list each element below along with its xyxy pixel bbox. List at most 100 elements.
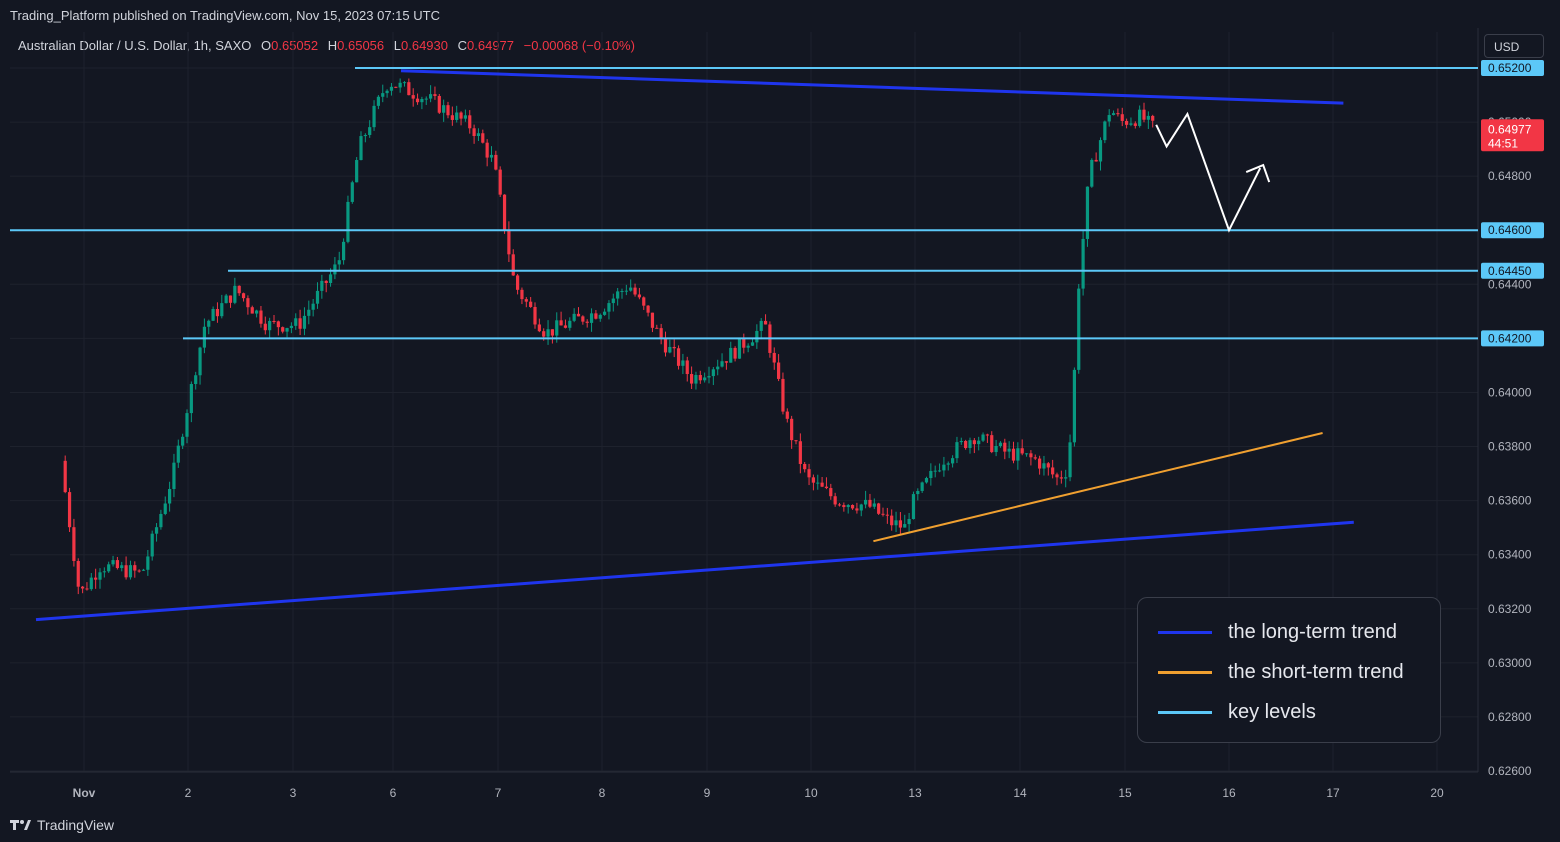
tradingview-footer[interactable]: TradingView bbox=[10, 817, 114, 833]
key-level-tag-label: 0.64600 bbox=[1488, 223, 1532, 237]
candle-body bbox=[137, 570, 141, 572]
legend-item-key-levels: key levels bbox=[1158, 697, 1316, 727]
candle-body bbox=[933, 470, 937, 472]
candle-body bbox=[511, 254, 515, 276]
candle-body bbox=[585, 321, 589, 323]
candle-body bbox=[903, 524, 907, 528]
candle-body bbox=[207, 320, 211, 327]
candle-body bbox=[542, 331, 546, 337]
candle-body bbox=[850, 505, 855, 509]
y-tick-label: 0.63200 bbox=[1488, 602, 1532, 616]
candle-body bbox=[1103, 121, 1107, 141]
candle-body bbox=[576, 313, 581, 317]
open-label: O bbox=[261, 38, 272, 53]
y-tick-label: 0.63600 bbox=[1488, 494, 1532, 508]
y-tick-label: 0.63800 bbox=[1488, 440, 1532, 454]
candle-body bbox=[1094, 159, 1098, 162]
candle-body bbox=[120, 565, 124, 569]
candle-body bbox=[951, 458, 955, 464]
candle-body bbox=[1038, 458, 1042, 469]
candle-body bbox=[607, 303, 611, 312]
candle-body bbox=[463, 115, 467, 119]
y-tick-label: 0.64800 bbox=[1488, 169, 1532, 183]
candle-body bbox=[755, 330, 759, 343]
symbol-header: Australian Dollar / U.S. Dollar, 1h, SAX… bbox=[18, 38, 635, 53]
candle-body bbox=[1051, 467, 1055, 475]
candle-body bbox=[228, 295, 233, 303]
candle-body bbox=[94, 577, 98, 580]
projection-path bbox=[1155, 111, 1271, 233]
candle-body bbox=[407, 82, 411, 96]
candle-body bbox=[777, 362, 781, 379]
candle-body bbox=[1125, 120, 1129, 125]
legend-swatch-short-term bbox=[1158, 670, 1212, 674]
candle-body bbox=[659, 328, 663, 340]
candle-body bbox=[498, 169, 502, 195]
candle-body bbox=[1146, 115, 1150, 120]
candle-body bbox=[637, 294, 641, 298]
candle-body bbox=[102, 571, 106, 573]
y-tick-label: 0.64400 bbox=[1488, 277, 1532, 291]
candle-body bbox=[433, 94, 437, 96]
candle-body bbox=[302, 315, 307, 329]
candle-body bbox=[263, 323, 267, 331]
candle-body bbox=[111, 560, 115, 565]
candle-body bbox=[346, 201, 350, 242]
candle-body bbox=[807, 469, 811, 478]
candle-body bbox=[76, 560, 80, 587]
candle-body bbox=[733, 347, 737, 359]
candle-body bbox=[185, 413, 189, 437]
candle-body bbox=[489, 154, 494, 158]
candle-body bbox=[1011, 448, 1016, 461]
candle-body bbox=[194, 375, 198, 385]
candle-body bbox=[211, 309, 215, 321]
long-term-trend-upper bbox=[400, 69, 1344, 105]
candle-body bbox=[133, 565, 137, 571]
candle-body bbox=[159, 513, 163, 528]
candle-body bbox=[429, 94, 433, 99]
candle-body bbox=[546, 329, 550, 337]
candle-body bbox=[450, 115, 454, 120]
candle-body bbox=[246, 298, 250, 308]
y-tick-label: 0.64000 bbox=[1488, 385, 1532, 399]
candle-body bbox=[633, 287, 637, 295]
candle-body bbox=[176, 445, 180, 463]
candle-body bbox=[690, 374, 694, 384]
x-tick-label: 10 bbox=[804, 786, 818, 800]
candle-body bbox=[168, 489, 172, 504]
long-term-trend-lower bbox=[35, 520, 1354, 622]
candle-body bbox=[881, 513, 885, 515]
candle-body bbox=[698, 375, 702, 381]
candle-body bbox=[742, 338, 746, 348]
tradingview-logo-icon bbox=[10, 820, 31, 830]
currency-button[interactable]: USD bbox=[1484, 34, 1544, 58]
candle-body bbox=[202, 326, 206, 348]
candle-body bbox=[342, 241, 346, 261]
candle-body bbox=[459, 112, 463, 119]
candle-body bbox=[1081, 238, 1085, 289]
key-level-tag-label: 0.64450 bbox=[1488, 264, 1532, 278]
candle-body bbox=[520, 289, 524, 300]
candle-body bbox=[855, 508, 859, 511]
candle-body bbox=[146, 556, 150, 570]
key-level-tag bbox=[1481, 330, 1544, 347]
candle-body bbox=[537, 324, 541, 332]
candle-body bbox=[672, 346, 676, 349]
candle-body bbox=[964, 440, 968, 449]
candle-body bbox=[268, 320, 272, 331]
candle-body bbox=[494, 154, 498, 170]
candle-body bbox=[237, 285, 241, 294]
x-tick-label: 13 bbox=[908, 786, 922, 800]
high-value: 0.65056 bbox=[337, 38, 385, 53]
candle-body bbox=[598, 314, 602, 319]
legend-item-short-term: the short-term trend bbox=[1158, 657, 1404, 687]
legend-label-long-term: the long-term trend bbox=[1228, 620, 1397, 643]
candle-body bbox=[272, 320, 276, 322]
candle-body bbox=[1077, 288, 1081, 370]
candles bbox=[63, 78, 1155, 595]
candle-body bbox=[1107, 115, 1111, 122]
candle-body bbox=[620, 291, 624, 293]
candle-body bbox=[394, 86, 398, 88]
candle-body bbox=[124, 565, 128, 578]
